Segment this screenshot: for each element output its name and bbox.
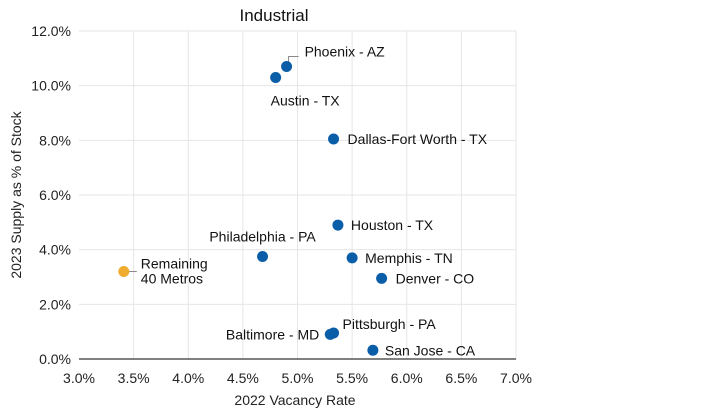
point-label: Houston - TX <box>351 217 434 233</box>
x-tick-label: 4.0% <box>172 370 204 386</box>
axis-layer: 3.0% 3.5% 4.0% 4.5% 5.0% 5.5% 6.0% 6.5% 7.0% 0.0%… <box>31 23 532 386</box>
data-point <box>118 266 130 278</box>
x-tick-label: 5.0% <box>282 370 314 386</box>
point-label: Pittsburgh - PA <box>343 316 437 332</box>
point-layer <box>118 61 388 356</box>
x-tick-label: 5.5% <box>336 370 368 386</box>
y-axis-title: 2023 Supply as % of Stock <box>8 110 24 278</box>
data-point <box>324 328 336 340</box>
data-point <box>257 251 269 262</box>
point-label: San Jose - CA <box>385 342 476 358</box>
y-tick-label: 2.0% <box>39 296 71 312</box>
data-point <box>281 61 293 73</box>
y-tick-label: 6.0% <box>39 187 71 203</box>
grid-layer <box>79 30 517 359</box>
data-point <box>332 219 344 231</box>
data-point <box>367 344 379 356</box>
point-label: Remaining 40 Metros <box>141 256 208 287</box>
point-label: Dallas-Fort Worth - TX <box>348 131 488 147</box>
data-point <box>270 71 282 83</box>
y-tick-label: 4.0% <box>39 242 71 258</box>
y-tick-label: 10.0% <box>31 78 71 94</box>
point-label: Baltimore - MD <box>226 326 319 342</box>
x-tick-label: 6.5% <box>445 370 477 386</box>
x-tick-label: 7.0% <box>500 370 532 386</box>
point-label-line: 40 Metros <box>141 271 203 287</box>
point-label: Denver - CO <box>396 270 475 286</box>
leader-layer <box>128 56 299 273</box>
chart-title: Industrial <box>240 6 309 25</box>
y-tick-label: 12.0% <box>31 23 71 39</box>
point-label-line: Remaining <box>141 256 208 272</box>
point-label: Austin - TX <box>271 92 341 108</box>
data-point <box>328 133 340 145</box>
point-label: Phoenix - AZ <box>305 44 386 60</box>
x-tick-label: 4.5% <box>227 370 259 386</box>
point-label: Memphis - TN <box>365 250 453 266</box>
label-leader-line <box>288 56 299 64</box>
label-layer: Phoenix - AZ Austin - TX Dallas-Fort Worth… <box>141 44 488 359</box>
data-point <box>376 272 388 284</box>
x-tick-label: 6.0% <box>391 370 423 386</box>
y-tick-label: 0.0% <box>39 351 71 367</box>
x-tick-label: 3.5% <box>118 370 150 386</box>
data-point <box>346 252 358 264</box>
x-tick-label: 3.0% <box>63 370 95 386</box>
x-axis-title: 2022 Vacancy Rate <box>234 392 355 408</box>
point-label: Philadelphia - PA <box>209 229 316 245</box>
y-tick-label: 8.0% <box>39 132 71 148</box>
